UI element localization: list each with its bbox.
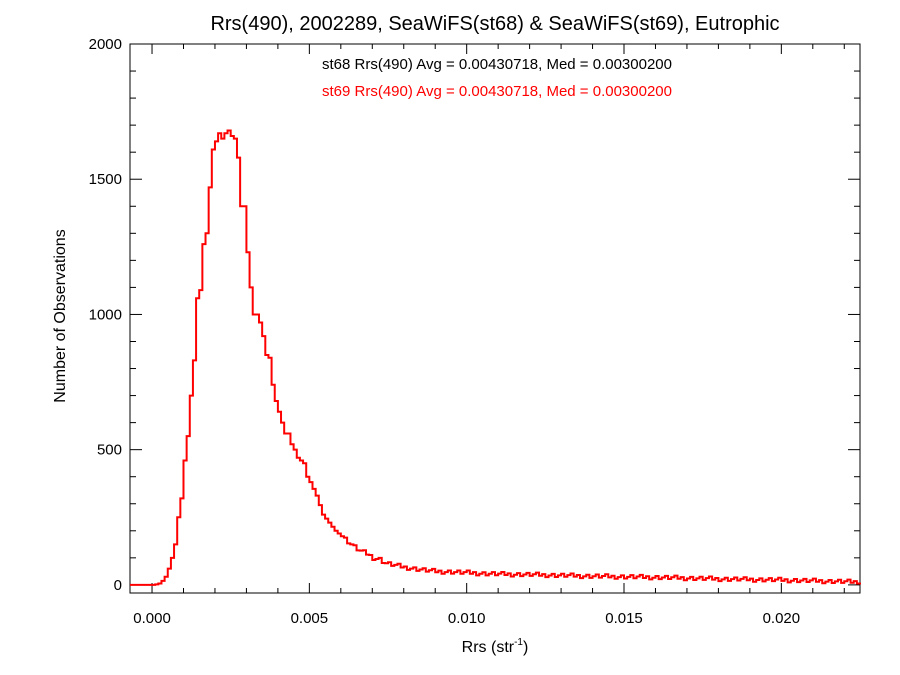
annotation-st69: st69 Rrs(490) Avg = 0.00430718, Med = 0.… <box>322 83 672 100</box>
x-tick-label: 0.010 <box>448 610 486 627</box>
y-tick-label: 1500 <box>89 171 122 188</box>
y-tick-label: 2000 <box>89 36 122 53</box>
y-axis-label: Number of Observations <box>52 229 69 402</box>
x-tick-label: 0.015 <box>605 610 643 627</box>
y-tick-label: 0 <box>114 577 122 594</box>
x-tick-label: 0.020 <box>763 610 801 627</box>
histogram-steps <box>130 129 861 586</box>
plot-frame <box>129 43 861 594</box>
y-tick-label: 500 <box>97 442 122 459</box>
x-tick-label: 0.000 <box>133 610 171 627</box>
annotation-st68: st68 Rrs(490) Avg = 0.00430718, Med = 0.… <box>322 56 672 73</box>
y-tick-label: 1000 <box>89 306 122 323</box>
x-axis-label-superscript: -1 <box>514 637 523 648</box>
x-axis-label-suffix: ) <box>523 639 528 656</box>
x-tick-label: 0.005 <box>291 610 329 627</box>
chart-title: Rrs(490), 2002289, SeaWiFS(st68) & SeaWi… <box>210 13 779 35</box>
x-axis-label: Rrs (str-1) <box>462 637 529 656</box>
y-axis-ticks: 0 500 1000 1500 2000 <box>89 36 860 594</box>
x-axis-ticks: 0.000 0.005 0.010 0.015 0.020 <box>133 44 845 627</box>
st69-histogram-line <box>130 129 861 586</box>
